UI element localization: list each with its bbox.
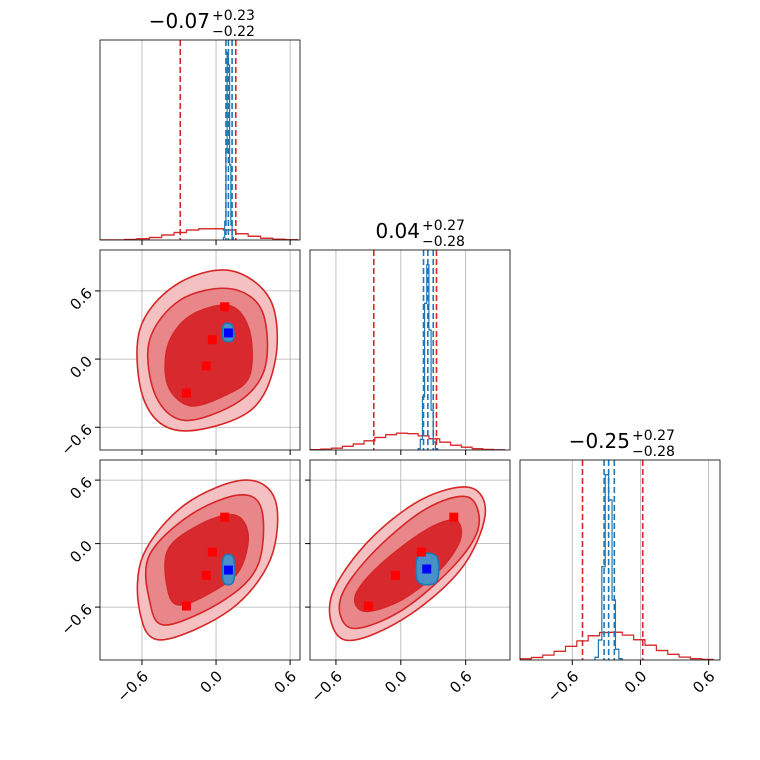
marker [223, 565, 233, 575]
y-tick-label: 0.6 [66, 473, 96, 503]
panel: −0.6 0.0 0.6 [58, 249, 301, 459]
panel: −0.6 0.0 0.6 −0.6 0.0 0.6 [58, 459, 301, 706]
marker [449, 512, 459, 522]
x-tick-label: 0.0 [381, 667, 411, 697]
contour [164, 513, 250, 606]
y-tick-label: 0.6 [66, 284, 96, 314]
title-upper: +0.27 [632, 428, 675, 444]
panel: −0.07 +0.23−0.22 [99, 8, 301, 245]
panel-frame [309, 249, 511, 451]
plot-area [136, 479, 279, 641]
y-tick-label: −0.6 [58, 600, 96, 638]
title-value: −0.07 [149, 9, 210, 33]
title-value: 0.04 [375, 219, 420, 243]
y-tick-label: −0.6 [58, 421, 96, 459]
panel-frame [99, 39, 301, 241]
plot-area [310, 250, 506, 450]
plot-area [100, 40, 299, 240]
marker [207, 335, 217, 345]
title-upper: +0.27 [422, 218, 465, 234]
panel: −0.6 0.0 0.6 [305, 459, 511, 706]
marker [416, 547, 426, 557]
marker [207, 547, 217, 557]
title-lower: −0.28 [422, 234, 465, 250]
title-lower: −0.28 [632, 444, 675, 460]
marker [220, 302, 230, 312]
plot-area [136, 269, 279, 432]
x-tick-label: 0.6 [446, 667, 476, 697]
y-tick-label: 0.0 [66, 537, 96, 567]
histogram-outline [310, 432, 506, 450]
plot-area [520, 460, 714, 660]
x-tick-label: −0.6 [307, 667, 345, 705]
histogram-outline [520, 631, 714, 660]
x-tick-label: 0.0 [621, 667, 651, 697]
x-tick-label: 0.6 [271, 667, 301, 697]
plot-area [328, 486, 487, 642]
marker [181, 388, 191, 398]
title-upper: +0.23 [212, 8, 255, 24]
marker [363, 601, 373, 611]
histogram-outline [100, 228, 299, 240]
x-tick-label: −0.6 [113, 667, 151, 705]
x-tick-label: −0.6 [544, 667, 582, 705]
marker [422, 564, 432, 574]
contour [353, 519, 463, 613]
title-lower: −0.22 [212, 24, 255, 40]
x-tick-label: 0.6 [689, 667, 719, 697]
title-value: −0.25 [569, 429, 630, 453]
y-tick-label: 0.0 [66, 352, 96, 382]
x-tick-label: 0.0 [196, 667, 226, 697]
marker [201, 570, 211, 580]
panel-frame [519, 459, 721, 661]
panel-frame [99, 459, 301, 661]
panel: −0.6 0.0 0.6 −0.25 +0.27−0.28 [519, 428, 721, 706]
marker [223, 328, 233, 338]
panel: 0.04 +0.27−0.28 [309, 218, 511, 455]
marker [181, 601, 191, 611]
marker [220, 512, 230, 522]
marker [201, 361, 211, 371]
panel-frame [99, 249, 301, 451]
panel-frame [309, 459, 511, 661]
marker [390, 570, 400, 580]
